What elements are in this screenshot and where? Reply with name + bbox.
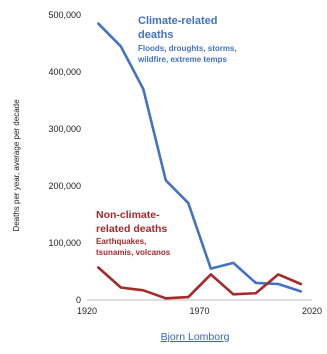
y-tick-label: 0 — [76, 295, 81, 305]
non-climate-annotation-sub-line1: Earthquakes, — [96, 237, 146, 246]
y-tick-label: 200,000 — [48, 181, 81, 191]
y-tick-label: 400,000 — [48, 67, 81, 77]
y-axis-ticks: 0 100,000 200,000 300,000 400,000 500,000 — [48, 10, 81, 305]
non-climate-annotation-sub-line2: tsunamis, volcanos — [96, 248, 171, 257]
series-layer — [97, 22, 303, 300]
y-tick-label: 500,000 — [48, 10, 81, 20]
non-climate-annotation-title-line1: Non-climate- — [96, 209, 160, 221]
non-climate-deaths-line — [97, 266, 303, 300]
x-tick-label: 2020 — [302, 306, 322, 316]
non-climate-annotation: Non-climate- related deaths Earthquakes,… — [96, 209, 171, 257]
climate-annotation-sub-line1: Floods, droughts, storms, — [138, 44, 237, 53]
non-climate-annotation-title-line2: related deaths — [96, 223, 167, 235]
x-tick-label: 1970 — [189, 306, 209, 316]
credit-link[interactable]: Bjorn Lomborg — [161, 331, 230, 343]
climate-annotation-title-line1: Climate-related — [138, 15, 217, 27]
climate-annotation-sub-line2: wildfire, extreme temps — [137, 55, 227, 64]
climate-annotation: Climate-related deaths Floods, droughts,… — [137, 15, 237, 64]
y-axis-label: Deaths per year, average per decade — [12, 99, 21, 232]
y-tick-label: 300,000 — [48, 124, 81, 134]
x-tick-label: 1920 — [77, 306, 97, 316]
climate-annotation-title-line2: deaths — [138, 29, 173, 41]
y-tick-label: 100,000 — [48, 238, 81, 248]
x-axis-ticks: 1920 1970 2020 — [77, 306, 322, 316]
